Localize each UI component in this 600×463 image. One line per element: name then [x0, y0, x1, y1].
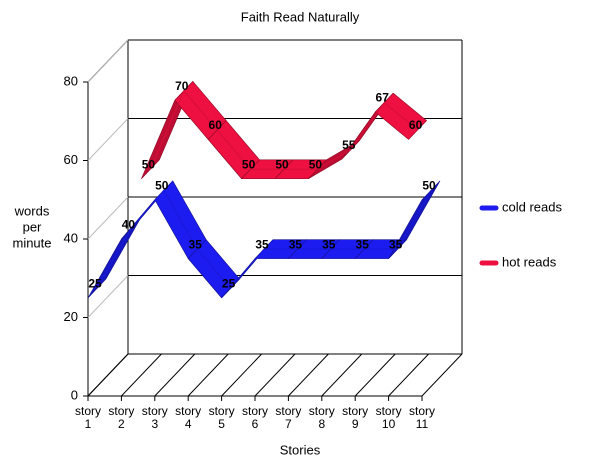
value-label: 70 [175, 79, 189, 93]
value-label: 35 [322, 237, 336, 251]
value-label: 67 [376, 91, 390, 105]
y-tick-label: 0 [71, 387, 78, 402]
x-axis-label: Stories [280, 442, 321, 457]
value-label: 50 [155, 178, 169, 192]
x-tick-label: story 10 [375, 404, 402, 431]
value-label: 60 [209, 118, 223, 132]
value-label: 55 [342, 138, 356, 152]
x-tick-label: story 5 [208, 404, 235, 431]
floor-line [254, 353, 296, 397]
y-axis-label: words [14, 203, 50, 218]
value-label: 35 [389, 237, 403, 251]
y-tick-label: 80 [64, 73, 78, 88]
y-axis-label: per [23, 219, 42, 234]
floor-line [221, 353, 262, 397]
x-tick-label: story 7 [275, 404, 302, 431]
value-label: 35 [289, 237, 303, 251]
value-label: 35 [356, 237, 370, 251]
legend-label: hot reads [502, 254, 557, 269]
grid-line [87, 118, 129, 161]
floor-line [87, 353, 129, 397]
x-tick-label: story 3 [141, 404, 168, 431]
floor-line [154, 353, 196, 397]
y-tick-label: 40 [64, 230, 78, 245]
x-tick-label: story 6 [241, 404, 268, 431]
floor-line [288, 353, 329, 397]
value-label: 35 [255, 237, 269, 251]
grid-line [87, 275, 129, 318]
value-label: 50 [422, 178, 436, 192]
grid-line [87, 196, 129, 240]
value-label: 50 [142, 157, 156, 171]
chart-title: Faith Read Naturally [241, 9, 360, 24]
x-tick-label: story 1 [74, 404, 101, 431]
x-tick-label: story 11 [408, 404, 435, 431]
x-tick-label: story 2 [108, 404, 135, 431]
value-label: 50 [309, 157, 323, 171]
x-tick-label: story 8 [308, 404, 335, 431]
y-tick-label: 20 [64, 309, 78, 324]
series-line [96, 189, 432, 290]
grid-line [87, 39, 129, 83]
floor-line [388, 353, 429, 397]
value-label: 25 [222, 277, 236, 291]
floor-line [321, 353, 363, 397]
series-line [149, 89, 418, 170]
x-tick-label: story 4 [175, 404, 202, 431]
floor-line [421, 353, 463, 397]
value-label: 35 [189, 237, 203, 251]
value-label: 60 [409, 118, 423, 132]
value-label: 40 [122, 218, 136, 232]
x-tick-label: story 9 [342, 404, 369, 431]
value-label: 25 [88, 277, 102, 291]
y-tick-label: 60 [64, 152, 78, 167]
value-label: 50 [275, 157, 289, 171]
floor-line [187, 353, 229, 397]
floor-line [121, 353, 162, 397]
value-label: 50 [242, 157, 256, 171]
floor-line [354, 353, 396, 397]
legend-label: cold reads [502, 199, 562, 214]
y-axis-label: minute [12, 235, 51, 250]
